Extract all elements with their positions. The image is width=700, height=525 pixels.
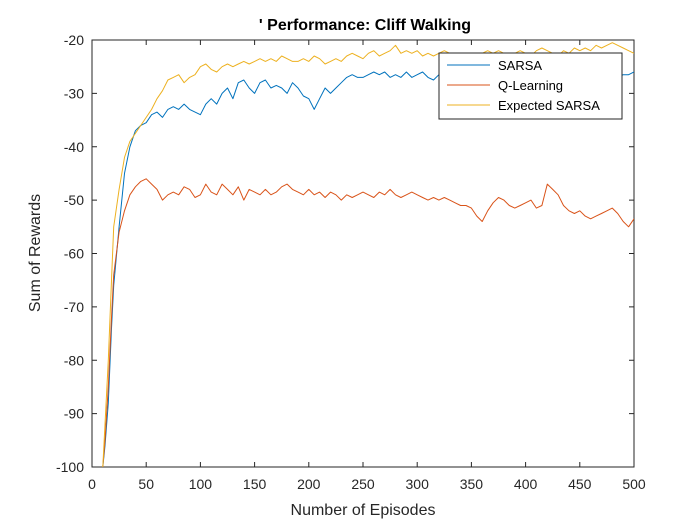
x-axis-title: Number of Episodes (291, 502, 436, 519)
x-tick-label: 350 (460, 476, 484, 492)
y-tick-label: -20 (64, 32, 84, 48)
x-tick-label: 500 (622, 476, 646, 492)
x-tick-label: 300 (406, 476, 430, 492)
y-tick-label: -100 (56, 459, 84, 475)
legend-label: Q-Learning (498, 78, 563, 93)
y-tick-label: -50 (64, 192, 84, 208)
legend-box (438, 52, 623, 120)
x-tick-label: 50 (138, 476, 154, 492)
y-tick-label: -80 (64, 352, 84, 368)
x-tick-label: 250 (351, 476, 375, 492)
y-tick-label: -60 (64, 246, 84, 262)
legend-label: Expected SARSA (498, 98, 600, 113)
x-tick-label: 100 (189, 476, 213, 492)
x-tick-label: 200 (297, 476, 321, 492)
axis-ticks: 0 50 100 150 200 250 300 350 400 450 500 -100 -90 -80… (56, 32, 646, 492)
y-tick-label: -70 (64, 299, 84, 315)
chart-title: ' Performance: Cliff Walking (259, 17, 471, 34)
y-tick-label: -90 (64, 406, 84, 422)
y-tick-label: -40 (64, 139, 84, 155)
x-tick-label: 400 (514, 476, 538, 492)
x-tick-label: 450 (568, 476, 592, 492)
series-line-expected-sarsa (102, 42, 634, 467)
series-line-q-learning (102, 178, 634, 467)
legend: SARSA Q-Learning Expected SARSA (438, 52, 623, 120)
x-tick-label: 0 (88, 476, 96, 492)
x-tick-label: 150 (243, 476, 267, 492)
legend-items: SARSA Q-Learning Expected SARSA (447, 58, 600, 113)
y-tick-label: -30 (64, 85, 84, 101)
y-axis-title: Sum of Rewards (27, 194, 44, 312)
legend-label: SARSA (498, 58, 542, 73)
